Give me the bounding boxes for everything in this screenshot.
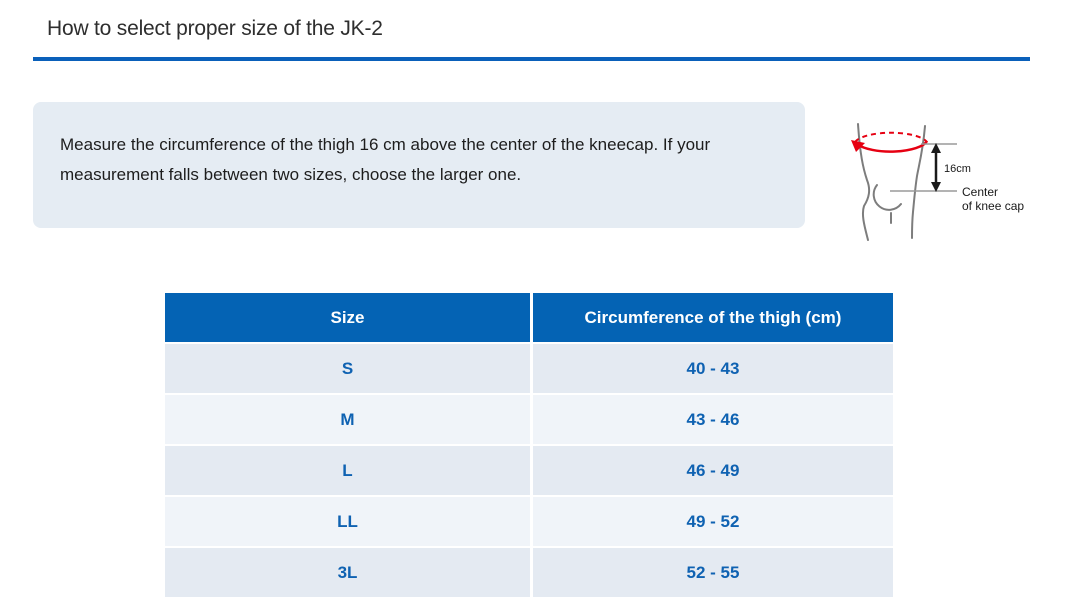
circumference-cell: 43 - 46	[533, 395, 893, 444]
measurement-instructions: Measure the circumference of the thigh 1…	[60, 130, 710, 190]
instruction-line-1: Measure the circumference of the thigh 1…	[60, 135, 711, 154]
instruction-line-2: measurement falls between two sizes, cho…	[60, 165, 522, 184]
size-cell: L	[165, 446, 530, 495]
circumference-column-header: Circumference of the thigh (cm)	[533, 293, 893, 342]
title-divider	[33, 57, 1030, 61]
size-cell: S	[165, 344, 530, 393]
kneecap-center-label-line1: Center	[962, 185, 998, 199]
circumference-cell: 40 - 43	[533, 344, 893, 393]
circumference-cell: 49 - 52	[533, 497, 893, 546]
page-title: How to select proper size of the JK-2	[47, 17, 383, 40]
circumference-cell: 46 - 49	[533, 446, 893, 495]
kneecap-icon	[872, 184, 902, 211]
size-cell: M	[165, 395, 530, 444]
measurement-distance-label: 16cm	[944, 163, 971, 175]
measurement-info-box: Measure the circumference of the thigh 1…	[33, 102, 805, 228]
size-cell: LL	[165, 497, 530, 546]
leg-outline-icon	[857, 123, 926, 241]
size-column-header: Size	[165, 293, 530, 342]
size-cell: 3L	[165, 548, 530, 597]
knee-measurement-diagram: 16cm Center of knee cap	[851, 123, 1024, 241]
circumference-ellipse-icon	[851, 131, 929, 153]
measurement-arrow-icon	[931, 143, 941, 192]
circumference-cell: 52 - 55	[533, 548, 893, 597]
size-table: Size Circumference of the thigh (cm) S 4…	[165, 293, 893, 597]
kneecap-center-label-line2: of knee cap	[962, 199, 1024, 213]
